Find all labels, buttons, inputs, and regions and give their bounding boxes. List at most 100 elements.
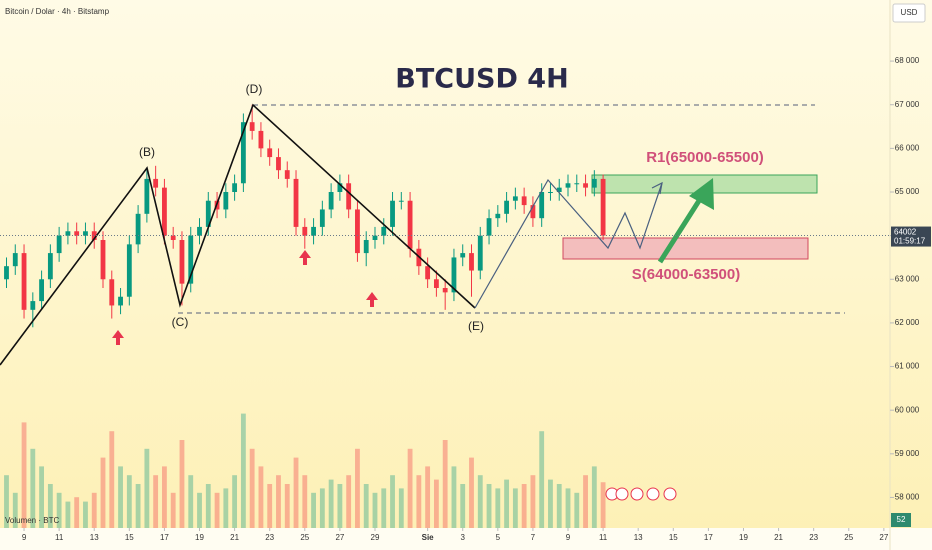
volume-bar <box>530 475 536 528</box>
candle-body <box>504 200 510 214</box>
candle-body <box>223 192 229 210</box>
volume-bar <box>486 484 492 528</box>
green-arrow <box>657 194 705 264</box>
y-tick-label: 67 000 <box>895 100 920 109</box>
candle-body <box>197 226 202 236</box>
candle-body <box>381 226 387 236</box>
y-tick-label: 68 000 <box>895 56 920 65</box>
x-tick-label: 27 <box>335 533 344 542</box>
candle-body <box>39 279 44 302</box>
x-tick-label: Sie <box>422 533 435 542</box>
wave-label: (E) <box>468 319 484 333</box>
volume-bar <box>21 422 27 528</box>
x-tick-label: 23 <box>265 533 274 542</box>
volume-bar <box>170 492 176 528</box>
candle-body <box>65 231 71 236</box>
candle-body <box>293 178 299 227</box>
volume-bar <box>591 466 597 528</box>
candle-body <box>126 244 132 297</box>
candle-body <box>91 231 97 240</box>
candle-body <box>249 122 255 131</box>
price-label: 64002 <box>894 228 917 237</box>
volume-bar <box>539 431 545 528</box>
volume-bar <box>372 492 378 528</box>
x-tick-label: 19 <box>739 533 748 542</box>
x-tick-label: 13 <box>634 533 643 542</box>
volume-bar <box>416 475 422 528</box>
volume-bar <box>30 448 36 528</box>
volume-bar <box>433 479 439 528</box>
candle-body <box>600 178 606 236</box>
candle-body <box>319 209 325 227</box>
volume-bar <box>232 475 238 528</box>
candle-body <box>232 183 238 192</box>
x-tick-label: 21 <box>774 533 783 542</box>
volume-bar <box>512 488 518 528</box>
volume-bar <box>337 484 343 528</box>
candle-body <box>258 130 264 149</box>
event-icons <box>605 487 677 501</box>
volume-bar <box>600 482 606 528</box>
candle-body <box>188 235 194 284</box>
candle-body <box>556 187 562 192</box>
countdown: 01:59:17 <box>894 237 926 246</box>
x-tick-label: 15 <box>669 533 678 542</box>
volume-bar <box>583 475 588 528</box>
currency-box[interactable] <box>892 3 926 23</box>
candle-body <box>346 183 352 210</box>
volume-bar <box>319 488 325 528</box>
wave-label: (C) <box>172 315 189 329</box>
volume-value: 52 <box>897 515 906 524</box>
candle-body <box>47 253 53 280</box>
volume-bar <box>205 484 211 528</box>
candle-body <box>56 235 62 254</box>
wave-label: (B) <box>139 145 155 159</box>
candle-body <box>574 183 580 185</box>
arrow-up <box>112 330 124 345</box>
y-tick-label: 61 000 <box>895 362 920 371</box>
candle-body <box>539 192 545 219</box>
candle-body <box>100 240 106 280</box>
volume-bar <box>548 479 553 528</box>
candle-body <box>83 231 88 236</box>
x-tick-label: 7 <box>531 533 536 542</box>
symbol-header: Bitcoin / Dolar · 4h · Bitstamp <box>5 7 110 16</box>
x-tick-label: 9 <box>22 533 27 542</box>
volume-bar <box>118 466 123 528</box>
y-tick-label: 65 000 <box>895 187 920 196</box>
candle-body <box>12 253 18 267</box>
volume-bar <box>214 492 220 528</box>
currency[interactable]: USD <box>901 8 918 17</box>
volume-bar <box>504 479 510 528</box>
candle-body <box>495 213 501 219</box>
x-tick-label: 11 <box>55 533 64 542</box>
event-icon <box>663 487 677 501</box>
candle-body <box>433 279 439 288</box>
volume-label: Volumen · BTC <box>5 516 59 525</box>
volume-bar <box>65 501 71 528</box>
candle-body <box>162 187 167 236</box>
volume-bar <box>425 466 431 528</box>
candle-body <box>469 253 474 271</box>
price-label-box <box>891 226 931 247</box>
y-tick-label: 63 000 <box>895 274 920 283</box>
volume-bar <box>346 475 352 528</box>
volume-label-box <box>891 513 911 527</box>
candle-body <box>442 288 448 293</box>
x-tick-label: 11 <box>599 533 608 542</box>
candle-body <box>267 148 273 158</box>
candle-body <box>4 266 9 280</box>
candle-body <box>302 226 308 236</box>
projection-line <box>474 178 663 309</box>
x-tick-label: 25 <box>844 533 853 542</box>
x-tick-label: 21 <box>230 533 239 542</box>
plot <box>178 104 845 314</box>
volume-bar <box>284 484 290 528</box>
volume-bar <box>565 488 571 528</box>
arrow-up <box>366 292 378 307</box>
candle-body <box>355 209 360 254</box>
x-tick-label: 25 <box>300 533 309 542</box>
